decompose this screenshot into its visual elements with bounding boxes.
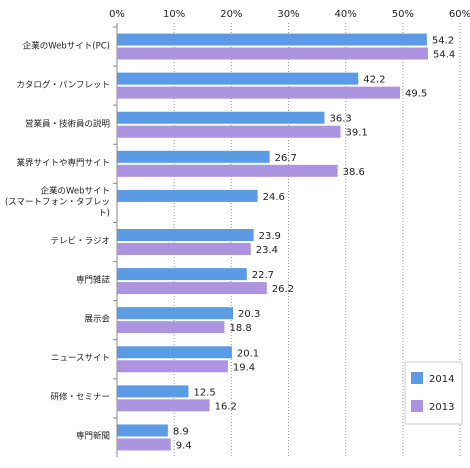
bar	[117, 189, 258, 202]
bar	[117, 86, 400, 99]
value-label: 23.9	[259, 231, 281, 242]
x-tick-label: 0%	[109, 9, 125, 20]
value-label: 19.4	[233, 362, 255, 373]
x-tick-label: 10%	[163, 9, 185, 20]
legend-label: 2013	[429, 402, 454, 413]
x-tick-label: 60%	[449, 9, 470, 20]
bar	[117, 399, 210, 412]
bar	[117, 33, 427, 46]
bar	[117, 47, 428, 60]
legend-swatch	[411, 400, 423, 412]
bar	[117, 229, 254, 241]
bar	[117, 243, 251, 255]
y-tick-label: 営業員・技術員の説明	[24, 119, 110, 130]
x-tick-label: 30%	[277, 9, 299, 20]
y-tick-label: テレビ・ラジオ	[50, 236, 110, 247]
y-tick-label: カタログ・パンフレット	[16, 80, 110, 91]
x-tick-label: 40%	[335, 9, 357, 20]
value-label: 49.5	[405, 89, 427, 100]
value-label: 54.2	[432, 36, 454, 47]
bar	[117, 282, 267, 295]
value-label: 16.2	[215, 401, 237, 412]
bar	[117, 424, 168, 437]
value-label: 42.2	[363, 75, 385, 86]
value-label: 23.4	[256, 245, 278, 256]
value-label: 38.6	[343, 167, 365, 178]
value-label: 54.4	[433, 50, 455, 61]
bar	[117, 307, 234, 320]
x-tick-label: 20%	[220, 9, 242, 20]
value-label: 20.1	[237, 348, 259, 359]
y-tick-label: 専門雑誌	[75, 275, 110, 286]
legend-box	[404, 361, 463, 425]
bar	[117, 360, 228, 373]
value-label: 24.6	[263, 192, 285, 203]
y-tick-label: 研修・セミナー	[50, 392, 110, 403]
value-label: 18.8	[229, 323, 251, 334]
legend-swatch	[411, 372, 423, 384]
value-label: 22.7	[252, 270, 274, 281]
y-tick-label: 企業のWebサイト(PC)	[22, 41, 110, 52]
value-label: 36.3	[330, 114, 352, 125]
bar	[117, 385, 189, 398]
y-tick-label: 展示会	[84, 314, 110, 325]
value-label: 26.7	[275, 153, 297, 164]
y-tick-label: 業界サイトや専門サイト	[16, 158, 110, 169]
bar	[117, 164, 338, 177]
bar	[117, 72, 359, 85]
y-tick-label: 専門新聞	[75, 431, 110, 442]
value-label: 9.4	[176, 440, 192, 451]
bar	[117, 125, 341, 138]
bar	[117, 111, 325, 124]
value-label: 20.3	[238, 309, 260, 320]
legend-label: 2014	[429, 374, 454, 385]
value-label: 12.5	[193, 387, 215, 398]
x-tick-label: 50%	[392, 9, 414, 20]
value-label: 8.9	[173, 426, 189, 437]
value-label: 39.1	[346, 128, 368, 139]
bar	[117, 268, 247, 281]
bar	[117, 346, 232, 359]
y-tick-label: 企業のWebサイト (スマートフォン・タブレット)	[4, 186, 110, 219]
y-tick-label: ニュースサイト	[50, 353, 110, 364]
value-label: 26.2	[272, 284, 294, 295]
bar	[117, 150, 270, 163]
bar	[117, 321, 225, 334]
bar	[117, 438, 171, 451]
